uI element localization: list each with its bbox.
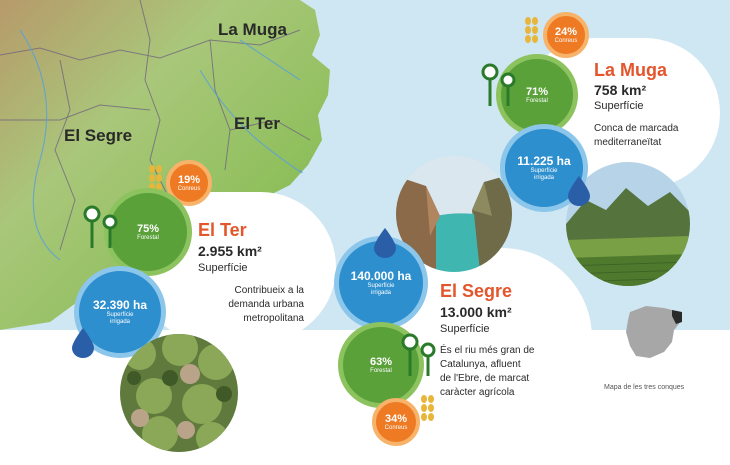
el-ter-description-line-2: demanda urbana [228, 299, 304, 310]
el-ter-irrigated-value: 32.390 ha [92, 298, 148, 312]
el-segre-description-line-4: caràcter agrícola [440, 387, 515, 398]
la-muga-photo [566, 162, 690, 286]
water-drop-icon [374, 228, 396, 258]
tree-icon [401, 333, 436, 376]
el-ter-crops-pct: 19% [177, 173, 201, 186]
el-segre-crops-badge: 34% Conreus [372, 398, 420, 446]
la-muga-irrigated-label-2: irrigada [533, 175, 554, 181]
land [0, 0, 330, 330]
water-drop-icon [568, 176, 590, 206]
el-ter-description-line-3: metropolitana [243, 313, 304, 324]
el-ter-photo [120, 334, 238, 452]
el-segre-photo [396, 156, 512, 272]
la-muga-title: La Muga [594, 60, 668, 80]
la-muga-crops-label: Conreus [554, 37, 578, 44]
inset-caption: Mapa de les tres conques [604, 384, 685, 391]
la-muga-forest-label: Forestal [526, 97, 548, 104]
el-ter-description: Contribueix a la demanda urbana metropol… [198, 284, 304, 326]
el-ter-area: 2.955 km² [198, 243, 262, 259]
el-ter-forest-label: Forestal [137, 234, 159, 241]
el-segre-description: És el riu més gran de Catalunya, afluent… [440, 344, 535, 400]
la-muga-crops-badge: 24% Conreus [543, 12, 589, 58]
la-muga-irrigated-value: 11.225 ha [517, 154, 571, 168]
wheat-icon [421, 395, 434, 421]
la-muga-description: Conca de marcada mediterraneïtat [594, 122, 679, 150]
la-muga-description-line-2: mediterraneïtat [594, 137, 662, 148]
el-ter-forest-badge: 75% Forestal [104, 188, 192, 276]
el-segre-forest-label: Forestal [370, 367, 392, 374]
el-ter-description-line-1: Contribueix a la [234, 285, 304, 296]
map-label-la-muga: La Muga [218, 20, 287, 39]
el-segre-irrigated-label-1: Superfície [367, 283, 395, 289]
la-muga-description-line-1: Conca de marcada [594, 123, 679, 134]
la-muga-area-label: Superfície [594, 100, 644, 112]
la-muga-irrigated-label-1: Superfície [530, 168, 558, 174]
el-ter-title: El Ter [198, 220, 247, 240]
el-segre-description-line-3: de l'Ebre, de marcat [440, 373, 530, 384]
la-muga-irrigated-badge: 11.225 ha Superfície irrigada [500, 124, 588, 212]
el-segre-forest-pct: 63% [369, 355, 393, 368]
water-drop-icon [72, 328, 94, 358]
el-ter-irrigated-label-2: irrigada [109, 319, 130, 325]
iberia-inset-map [626, 306, 682, 358]
la-muga-forest-badge: 71% Forestal [496, 54, 578, 136]
el-segre-irrigated-label-2: irrigada [370, 290, 391, 296]
el-segre-irrigated-value: 140.000 ha [350, 269, 412, 283]
el-segre-area-label: Superfície [440, 323, 490, 335]
la-muga-forest-pct: 71% [525, 85, 549, 98]
map-label-el-ter: El Ter [234, 114, 280, 133]
el-segre-description-line-2: Catalunya, afluent [440, 359, 521, 370]
el-segre-crops-label: Conreus [384, 424, 408, 431]
la-muga-crops-pct: 24% [554, 25, 578, 38]
el-segre-title: El Segre [440, 281, 513, 301]
tree-icon [481, 63, 516, 106]
tree-icon [83, 205, 118, 248]
el-segre-description-line-1: És el riu més gran de [440, 345, 535, 356]
el-segre-area: 13.000 km² [440, 304, 512, 320]
el-ter-forest-pct: 75% [136, 222, 160, 235]
la-muga-area: 758 km² [594, 82, 647, 98]
el-ter-area-label: Superfície [198, 262, 248, 274]
el-ter-irrigated-label-1: Superfície [106, 312, 134, 318]
el-segre-crops-pct: 34% [384, 412, 408, 425]
wheat-icon [525, 17, 538, 43]
el-ter-crops-label: Conreus [177, 185, 201, 192]
map-label-el-segre: El Segre [64, 126, 133, 145]
